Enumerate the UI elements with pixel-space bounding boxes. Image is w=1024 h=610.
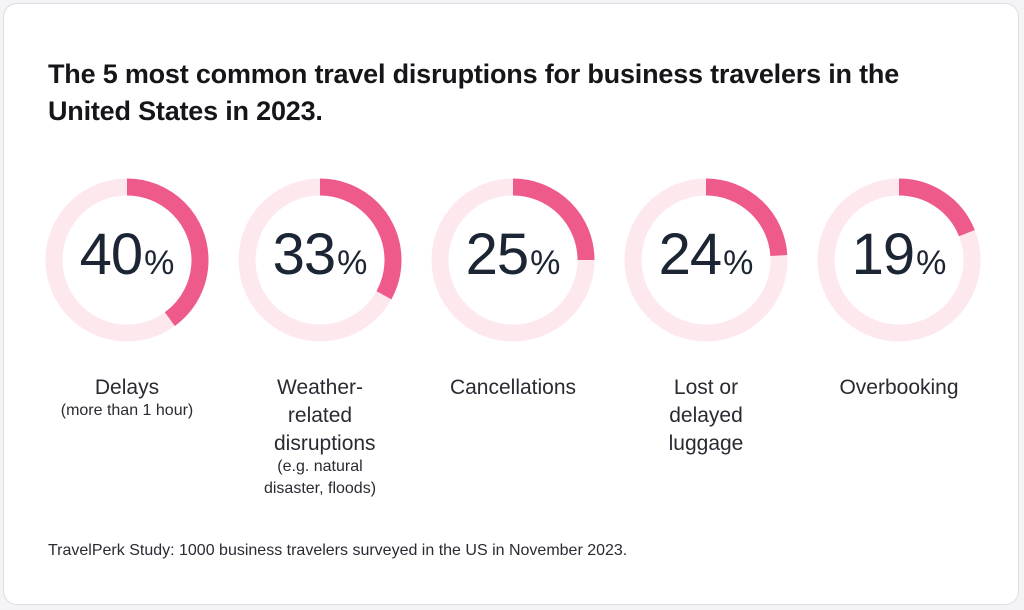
donut-4: 24% bbox=[610, 174, 802, 354]
category-label-4: Lost or delayed luggage bbox=[610, 374, 802, 458]
percent-value: 33% bbox=[224, 226, 416, 284]
category-name: Overbooking bbox=[839, 376, 959, 399]
infographic-card: The 5 most common travel disruptions for… bbox=[3, 3, 1019, 605]
percent-value: 40% bbox=[31, 226, 223, 284]
donut-5: 19% bbox=[803, 174, 995, 354]
percent-number: 24 bbox=[658, 222, 723, 287]
percent-value: 24% bbox=[610, 226, 802, 284]
percent-number: 33 bbox=[272, 222, 337, 287]
category-label-1: Delays (more than 1 hour) bbox=[31, 374, 223, 422]
category-note: (more than 1 hour) bbox=[60, 402, 194, 419]
category-label-3: Cancellations bbox=[417, 374, 609, 402]
source-note: TravelPerk Study: 1000 business traveler… bbox=[48, 542, 628, 559]
donut-svg-4 bbox=[624, 178, 788, 342]
donut-2: 33% bbox=[224, 174, 416, 354]
donut-arc-1 bbox=[45, 178, 209, 342]
donut-svg-5 bbox=[817, 178, 981, 342]
category-label-5: Overbooking bbox=[803, 374, 995, 402]
donut-arc-2 bbox=[238, 178, 402, 342]
percent-value: 25% bbox=[417, 226, 609, 284]
donut-arc-3 bbox=[431, 178, 595, 342]
donut-3: 25% bbox=[417, 174, 609, 354]
category-note: (e.g. natural disaster, floods) bbox=[263, 458, 377, 497]
category-name: Lost or delayed luggage bbox=[668, 376, 744, 455]
percent-number: 19 bbox=[851, 222, 916, 287]
donut-svg-2 bbox=[238, 178, 402, 342]
percent-sign: % bbox=[530, 244, 561, 282]
donut-arc-5 bbox=[817, 178, 981, 342]
category-label-2: Weather-related disruptions (e.g. natural… bbox=[224, 374, 416, 500]
chart-title: The 5 most common travel disruptions for… bbox=[48, 59, 900, 126]
percent-sign: % bbox=[723, 244, 754, 282]
donut-svg-3 bbox=[431, 178, 595, 342]
percent-number: 40 bbox=[79, 222, 144, 287]
percent-value: 19% bbox=[803, 226, 995, 284]
donut-arc-4 bbox=[624, 178, 788, 342]
donut-svg-1 bbox=[45, 178, 209, 342]
percent-sign: % bbox=[916, 244, 947, 282]
category-name: Delays bbox=[94, 376, 160, 399]
donut-1: 40% bbox=[31, 174, 223, 354]
percent-number: 25 bbox=[465, 222, 530, 287]
category-name: Weather-related disruptions bbox=[274, 376, 376, 455]
percent-sign: % bbox=[144, 244, 175, 282]
percent-sign: % bbox=[337, 244, 368, 282]
category-name: Cancellations bbox=[449, 376, 577, 399]
